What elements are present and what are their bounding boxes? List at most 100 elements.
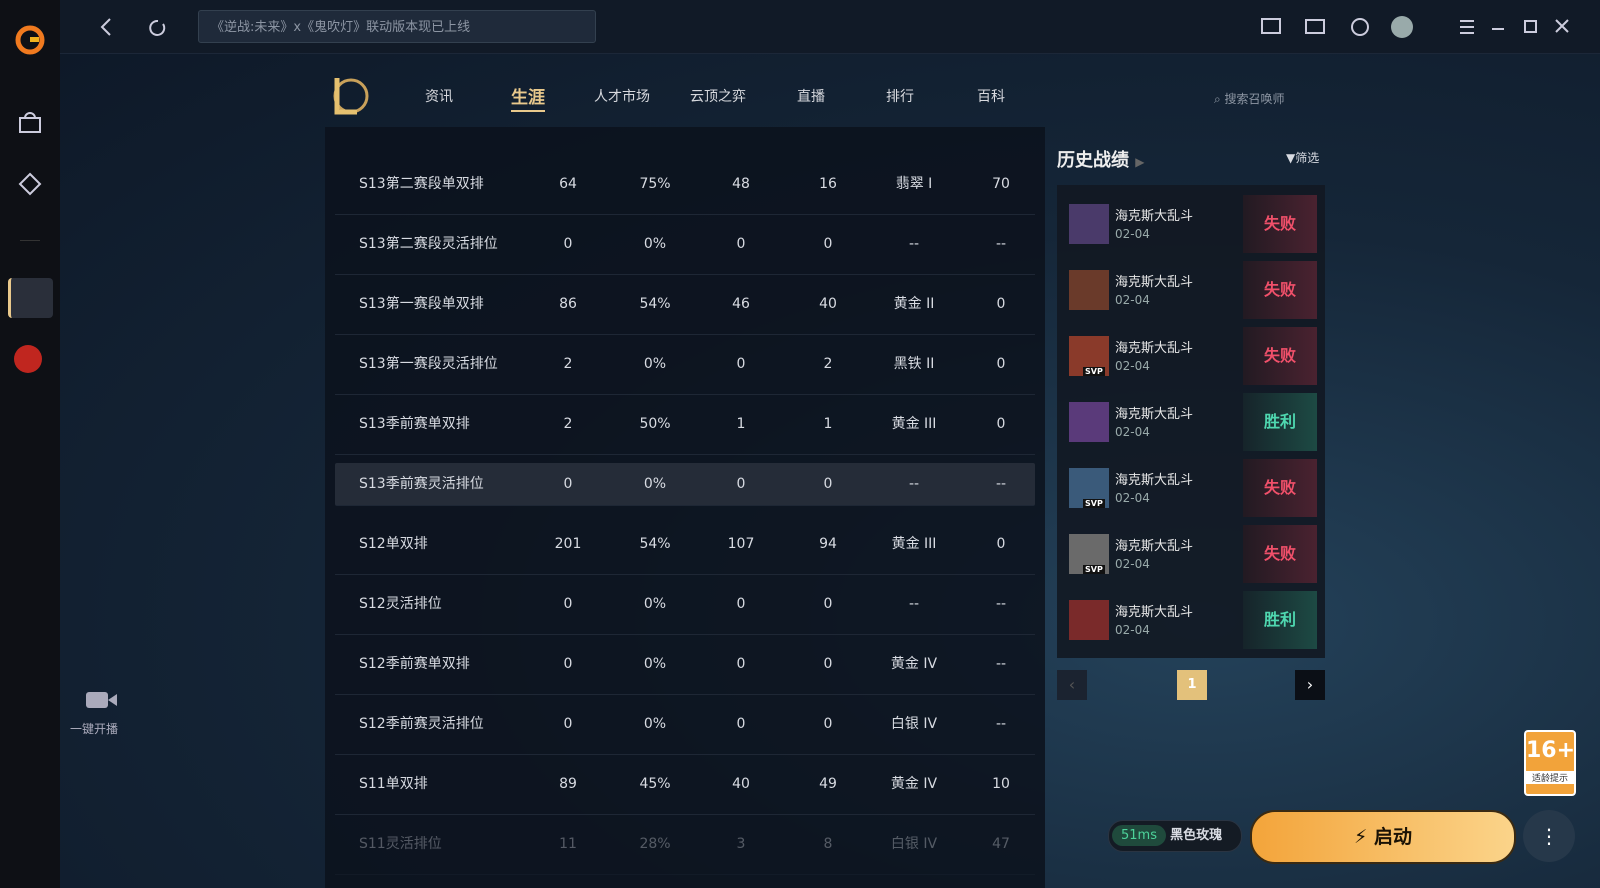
history-title[interactable]: 历史战绩 ▶ — [1057, 150, 1145, 171]
champion-avatar — [1069, 600, 1109, 640]
match-item[interactable]: SVP 海克斯大乱斗 02-04 失败 — [1069, 525, 1317, 583]
lol-app[interactable] — [8, 278, 53, 318]
stat-cell: 0% — [643, 716, 667, 732]
nav-item[interactable]: 直播 — [797, 89, 825, 105]
stat-cell: 54% — [639, 536, 671, 552]
stat-cell: 0 — [736, 356, 746, 372]
result-loss: 失败 — [1243, 261, 1317, 319]
summoner-search-text[interactable]: 搜索召唤师 — [1224, 92, 1285, 106]
age-note: 适龄提示 — [1526, 771, 1574, 784]
nav-item[interactable]: 百科 — [977, 89, 1005, 105]
match-date: 02-04 — [1115, 359, 1150, 373]
match-date: 02-04 — [1115, 293, 1150, 307]
stat-cell: -- — [908, 236, 920, 252]
history-list: 海克斯大乱斗 02-04 失败 海克斯大乱斗 02-04 失败 SVP 海克斯大乱斗 02-04… — [1057, 185, 1325, 658]
live-text[interactable]: 一键开播 — [70, 722, 119, 736]
stat-cell: 0 — [563, 596, 573, 612]
nav-item[interactable]: 排行 — [886, 89, 914, 105]
server-pill[interactable]: 51ms 黑色玫瑰 — [1108, 820, 1242, 852]
season-row: S12灵活排位 0 0% 0 0 -- -- — [335, 574, 1035, 635]
match-item[interactable]: 海克斯大乱斗 02-04 胜利 — [1069, 591, 1317, 649]
filter-button[interactable]: ▼筛选 — [1286, 151, 1320, 165]
divider — [20, 240, 40, 241]
launch-button[interactable]: ⚡ 启动 — [1250, 810, 1516, 864]
season-row: S13第一赛段灵活排位 2 0% 0 2 黑铁 II 0 — [335, 334, 1035, 395]
next-page[interactable]: › — [1295, 670, 1325, 700]
season-name: S12灵活排位 — [359, 596, 442, 612]
champion-avatar — [1069, 204, 1109, 244]
stat-cell: 70 — [992, 176, 1010, 192]
stat-cell: -- — [995, 656, 1007, 672]
season-row: S11单双排 89 45% 40 49 黄金 IV 10 — [335, 754, 1035, 815]
stat-cell: 10 — [992, 776, 1010, 792]
server-name[interactable]: 黑色玫瑰 — [1170, 828, 1223, 843]
stat-cell: 16 — [819, 176, 837, 192]
filter-text[interactable]: 筛选 — [1295, 151, 1320, 165]
season-name: S12单双排 — [359, 536, 428, 552]
result-loss: 失败 — [1243, 459, 1317, 517]
match-item[interactable]: 海克斯大乱斗 02-04 胜利 — [1069, 393, 1317, 451]
stat-cell: 2 — [823, 356, 833, 372]
stat-cell: 0% — [643, 476, 667, 492]
nav-item[interactable]: 人才市场 — [594, 89, 650, 105]
result-loss: 失败 — [1243, 525, 1317, 583]
season-name: S13第一赛段单双排 — [359, 296, 484, 312]
window-controls[interactable] — [1260, 16, 1600, 38]
nav-item[interactable]: 资讯 — [425, 89, 453, 105]
summoner-search[interactable]: ⌕ 搜索召唤师 — [1214, 92, 1285, 106]
page-number[interactable]: 1 — [1187, 677, 1197, 692]
camera-icon[interactable] — [86, 690, 118, 710]
stat-cell: 0 — [823, 716, 833, 732]
nav-item[interactable]: 云顶之弈 — [690, 89, 746, 105]
match-date: 02-04 — [1115, 557, 1150, 571]
match-date: 02-04 — [1115, 425, 1150, 439]
age-badge: 16+ 适龄提示 — [1524, 730, 1576, 796]
match-item[interactable]: 海克斯大乱斗 02-04 失败 — [1069, 195, 1317, 253]
season-name: S11单双排 — [359, 776, 428, 792]
stat-cell: 0 — [823, 656, 833, 672]
stat-cell: 46 — [732, 296, 750, 312]
stat-cell: 0% — [643, 356, 667, 372]
more-button[interactable]: ⋮ — [1523, 810, 1575, 862]
stat-cell: -- — [995, 476, 1007, 492]
page-current[interactable]: 1 — [1177, 670, 1207, 700]
stat-cell: 0 — [996, 356, 1006, 372]
stat-cell: 201 — [554, 536, 582, 552]
stat-cell: 48 — [732, 176, 750, 192]
nav-buttons[interactable] — [96, 17, 216, 37]
logo — [15, 25, 45, 55]
season-name: S13季前赛灵活排位 — [359, 476, 484, 492]
search-placeholder[interactable]: 《逆战:未来》x《鬼吹灯》联动版本现已上线 — [211, 20, 471, 35]
match-item[interactable]: SVP 海克斯大乱斗 02-04 失败 — [1069, 459, 1317, 517]
stat-cell: 50% — [639, 416, 671, 432]
match-date: 02-04 — [1115, 491, 1150, 505]
age-text: 16+ — [1526, 738, 1576, 763]
match-item[interactable]: 海克斯大乱斗 02-04 失败 — [1069, 261, 1317, 319]
store-icon[interactable] — [18, 112, 42, 134]
prev-page[interactable]: ‹ — [1057, 670, 1087, 700]
stat-cell: 94 — [819, 536, 837, 552]
stat-cell: 45% — [639, 776, 671, 792]
season-row: S13季前赛单双排 2 50% 1 1 黄金 III 0 — [335, 394, 1035, 455]
cf-app[interactable] — [12, 343, 44, 375]
launch-text[interactable]: 启动 — [1373, 826, 1412, 848]
stat-cell: 86 — [559, 296, 577, 312]
season-row: S13第一赛段单双排 86 54% 46 40 黄金 II 0 — [335, 274, 1035, 335]
search-box[interactable]: 《逆战:未来》x《鬼吹灯》联动版本现已上线 — [198, 10, 596, 43]
history-title-text[interactable]: 历史战绩 — [1057, 150, 1129, 171]
game-icon[interactable] — [18, 172, 42, 196]
match-item[interactable]: SVP 海克斯大乱斗 02-04 失败 — [1069, 327, 1317, 385]
stat-cell: 0 — [823, 236, 833, 252]
sidebar: 一键开播 — [0, 0, 118, 888]
svp-badge: SVP — [1083, 565, 1105, 574]
stat-cell: 黄金 IV — [890, 776, 938, 792]
stat-cell: 翡翠 I — [895, 176, 933, 192]
season-name: S11灵活排位 — [359, 836, 442, 852]
match-date: 02-04 — [1115, 623, 1150, 637]
season-table: S13第二赛段单双排 64 75% 48 16 翡翠 I 70 S13第二赛段灵活排位 0 0% 0… — [325, 127, 1045, 888]
stat-cell: 40 — [732, 776, 750, 792]
stat-cell: 0 — [736, 656, 746, 672]
match-mode: 海克斯大乱斗 — [1115, 605, 1194, 620]
nav-item-active[interactable]: 生涯 — [511, 83, 545, 112]
stat-cell: 0 — [736, 596, 746, 612]
